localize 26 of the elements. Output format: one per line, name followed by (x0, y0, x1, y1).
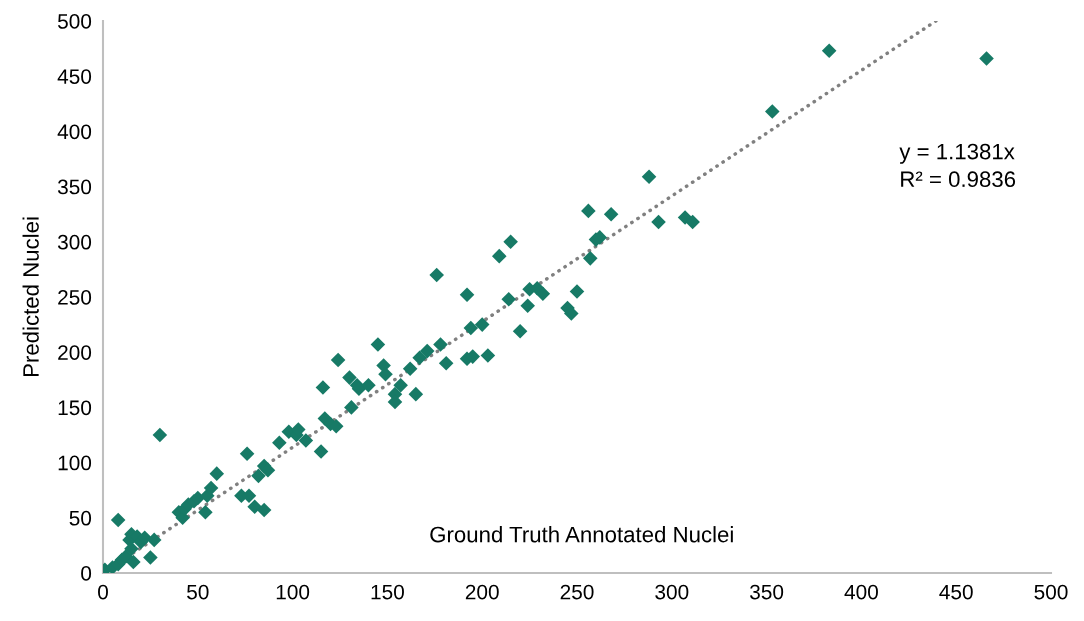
y-tick-label: 350 (57, 179, 92, 195)
x-tick-label: 100 (276, 584, 310, 600)
x-tick-label: 350 (750, 584, 784, 600)
y-tick-label: 150 (58, 400, 92, 416)
x-tick-label: 150 (371, 584, 404, 600)
x-tick-label: 400 (844, 584, 878, 600)
y-tick-label: 450 (57, 69, 92, 84)
annotation: R² = 0.9836 (901, 171, 1016, 188)
x-axis-title: Ground Truth Annotated Nuclei (430, 526, 733, 543)
y-tick-label: 0 (81, 566, 92, 581)
x-tick-label: 500 (1034, 584, 1068, 600)
y-axis-title: Predicted Nuclei (22, 217, 39, 377)
y-tick-label: 50 (69, 510, 92, 526)
x-tick-label: 200 (465, 584, 499, 600)
y-tick-label: 400 (57, 124, 92, 140)
x-tick-label: 250 (560, 584, 594, 600)
x-tick-label: 300 (655, 584, 689, 600)
y-tick-label: 100 (58, 455, 92, 471)
x-tick-label: 0 (98, 584, 108, 600)
x-tick-label: 50 (187, 584, 209, 600)
y-tick-label: 500 (57, 14, 92, 29)
y-tick-label: 250 (58, 290, 92, 305)
y-tick-label: 200 (58, 345, 92, 360)
x-tick-label: 450 (939, 584, 973, 600)
y-tick-label: 300 (57, 234, 92, 250)
annotation: y = 1.1381x (899, 143, 1015, 164)
